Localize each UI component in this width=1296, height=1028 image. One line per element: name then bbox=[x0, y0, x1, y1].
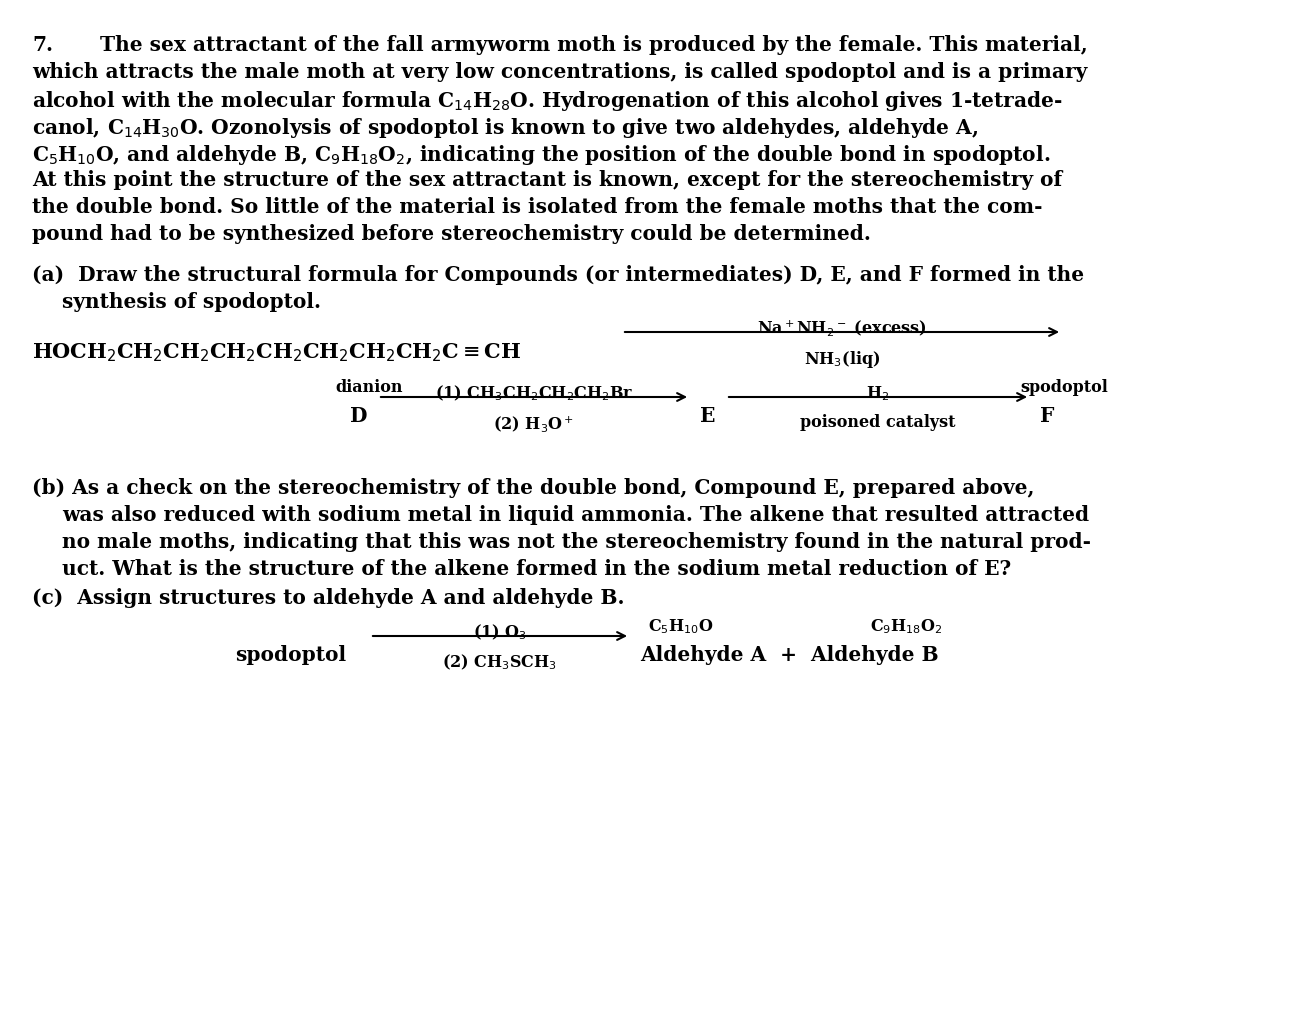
Text: uct. What is the structure of the alkene formed in the sodium metal reduction of: uct. What is the structure of the alkene… bbox=[62, 559, 1011, 579]
Text: NH$_3$(liq): NH$_3$(liq) bbox=[804, 348, 880, 370]
Text: the double bond. So little of the material is isolated from the female moths tha: the double bond. So little of the materi… bbox=[32, 197, 1042, 217]
Text: C$_9$H$_{18}$O$_2$: C$_9$H$_{18}$O$_2$ bbox=[870, 617, 942, 635]
Text: (2) CH$_3$SCH$_3$: (2) CH$_3$SCH$_3$ bbox=[442, 653, 557, 672]
Text: D: D bbox=[350, 406, 368, 426]
Text: pound had to be synthesized before stereochemistry could be determined.: pound had to be synthesized before stere… bbox=[32, 224, 871, 244]
Text: (1) CH$_3$CH$_2$CH$_2$CH$_2$Br: (1) CH$_3$CH$_2$CH$_2$CH$_2$Br bbox=[435, 384, 634, 403]
Text: F: F bbox=[1039, 406, 1055, 426]
Text: C$_5$H$_{10}$O, and aldehyde B, C$_9$H$_{18}$O$_2$, indicating the position of t: C$_5$H$_{10}$O, and aldehyde B, C$_9$H$_… bbox=[32, 143, 1050, 167]
Text: At this point the structure of the sex attractant is known, except for the stere: At this point the structure of the sex a… bbox=[32, 170, 1063, 190]
Text: (1) O$_3$: (1) O$_3$ bbox=[473, 623, 527, 642]
Text: HOCH$_2$CH$_2$CH$_2$CH$_2$CH$_2$CH$_2$CH$_2$CH$_2$C$\equiv$CH: HOCH$_2$CH$_2$CH$_2$CH$_2$CH$_2$CH$_2$CH… bbox=[32, 341, 521, 364]
Text: spodoptol: spodoptol bbox=[235, 645, 346, 665]
Text: The sex attractant of the fall armyworm moth is produced by the female. This mat: The sex attractant of the fall armyworm … bbox=[100, 35, 1087, 56]
Text: (a)  Draw the structural formula for Compounds (or intermediates) D, E, and F fo: (a) Draw the structural formula for Comp… bbox=[32, 265, 1085, 285]
Text: alcohol with the molecular formula C$_{14}$H$_{28}$O. Hydrogenation of this alco: alcohol with the molecular formula C$_{1… bbox=[32, 89, 1063, 113]
Text: Aldehyde A  +  Aldehyde B: Aldehyde A + Aldehyde B bbox=[640, 645, 938, 665]
Text: dianion: dianion bbox=[334, 379, 403, 396]
Text: (2) H$_3$O$^+$: (2) H$_3$O$^+$ bbox=[494, 414, 574, 434]
Text: 7.: 7. bbox=[32, 35, 53, 56]
Text: Na$^+$NH$_2$$^-$ (excess): Na$^+$NH$_2$$^-$ (excess) bbox=[757, 318, 927, 338]
Text: (b) As a check on the stereochemistry of the double bond, Compound E, prepared a: (b) As a check on the stereochemistry of… bbox=[32, 478, 1034, 498]
Text: E: E bbox=[700, 406, 715, 426]
Text: which attracts the male moth at very low concentrations, is called spodoptol and: which attracts the male moth at very low… bbox=[32, 62, 1087, 82]
Text: canol, C$_{14}$H$_{30}$O. Ozonolysis of spodoptol is known to give two aldehydes: canol, C$_{14}$H$_{30}$O. Ozonolysis of … bbox=[32, 116, 978, 140]
Text: was also reduced with sodium metal in liquid ammonia. The alkene that resulted a: was also reduced with sodium metal in li… bbox=[62, 505, 1089, 525]
Text: poisoned catalyst: poisoned catalyst bbox=[800, 414, 955, 431]
Text: synthesis of spodoptol.: synthesis of spodoptol. bbox=[62, 292, 321, 313]
Text: spodoptol: spodoptol bbox=[1020, 379, 1108, 396]
Text: (c)  Assign structures to aldehyde A and aldehyde B.: (c) Assign structures to aldehyde A and … bbox=[32, 588, 625, 608]
Text: H$_2$: H$_2$ bbox=[867, 384, 889, 403]
Text: no male moths, indicating that this was not the stereochemistry found in the nat: no male moths, indicating that this was … bbox=[62, 533, 1091, 552]
Text: C$_5$H$_{10}$O: C$_5$H$_{10}$O bbox=[648, 617, 714, 635]
